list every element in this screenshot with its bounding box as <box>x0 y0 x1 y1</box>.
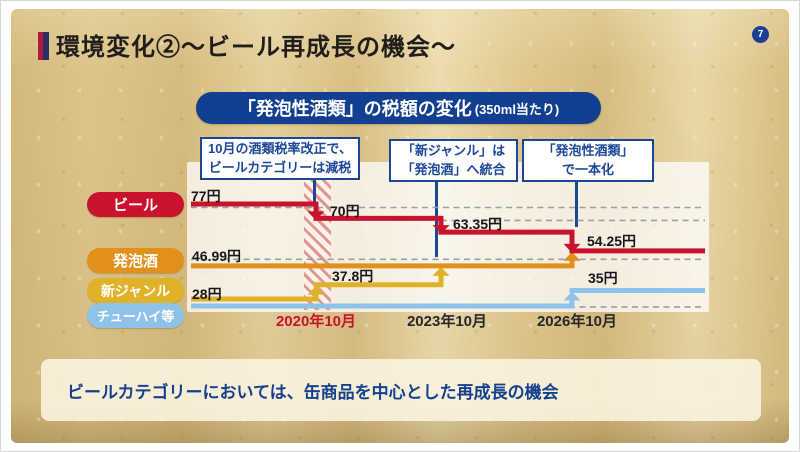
callout-line: 「発泡性酒類」 <box>542 142 634 158</box>
takeaway-message: ビールカテゴリーにおいては、缶商品を中心とした再成長の機会 <box>67 382 559 402</box>
tax-step-lines-plot <box>191 201 705 309</box>
accent-bar-navy <box>43 32 49 60</box>
title-accent-bar <box>38 32 49 60</box>
slide-title: 環境変化②〜ビール再成長の機会〜 <box>56 35 456 61</box>
value-label-54-25: 54.25円 <box>587 233 637 249</box>
callout-line: 10月の酒類税率改正で、 <box>208 140 352 156</box>
callout-2023-integration: 「新ジャンル」は 「発泡酒」へ統合 <box>389 139 518 182</box>
legend-pill-beer: ビール <box>87 192 184 217</box>
value-label-77: 77円 <box>191 188 221 204</box>
x-tick-2026-10: 2026年10月 <box>536 313 618 330</box>
takeaway-box: ビールカテゴリーにおいては、缶商品を中心とした再成長の機会 <box>41 359 761 421</box>
plot-panel <box>187 162 709 312</box>
callout-2020-tax-reform: 10月の酒類税率改正で、 ビールカテゴリーは減税 <box>200 137 360 180</box>
callout-connector-1 <box>313 178 316 202</box>
chart-title-pill: 「発泡性酒類」の税額の変化 (350ml当たり) <box>196 92 601 124</box>
chart-title-unit: (350ml当たり) <box>474 101 560 117</box>
legend-pill-chuhai: チューハイ等 <box>87 303 184 328</box>
value-label-46-99: 46.99円 <box>192 248 242 264</box>
callout-line: ビールカテゴリーは減税 <box>208 159 352 175</box>
value-label-63-35: 63.35円 <box>453 216 503 232</box>
value-label-28: 28円 <box>192 286 222 302</box>
callout-line: で一本化 <box>561 161 614 177</box>
chart-title-text: 「発泡性酒類」の税額の変化 <box>237 99 472 119</box>
callout-2026-unification: 「発泡性酒類」 で一本化 <box>522 139 654 182</box>
x-tick-2023-10: 2023年10月 <box>406 313 488 330</box>
value-label-35: 35円 <box>588 270 618 286</box>
value-label-70: 70円 <box>330 203 360 219</box>
x-tick-2020-10: 2020年10月 <box>275 313 357 330</box>
callout-line: 「新ジャンル」は <box>401 142 506 158</box>
callout-line: 「発泡酒」へ統合 <box>401 161 506 177</box>
value-label-37-8: 37.8円 <box>332 268 374 284</box>
page-number-badge: 7 <box>752 26 769 43</box>
legend-pill-happoshu: 発泡酒 <box>87 248 184 273</box>
callout-connector-3 <box>575 180 578 227</box>
legend-pill-new-genre: 新ジャンル <box>87 278 184 303</box>
accent-bar-red <box>38 32 43 60</box>
